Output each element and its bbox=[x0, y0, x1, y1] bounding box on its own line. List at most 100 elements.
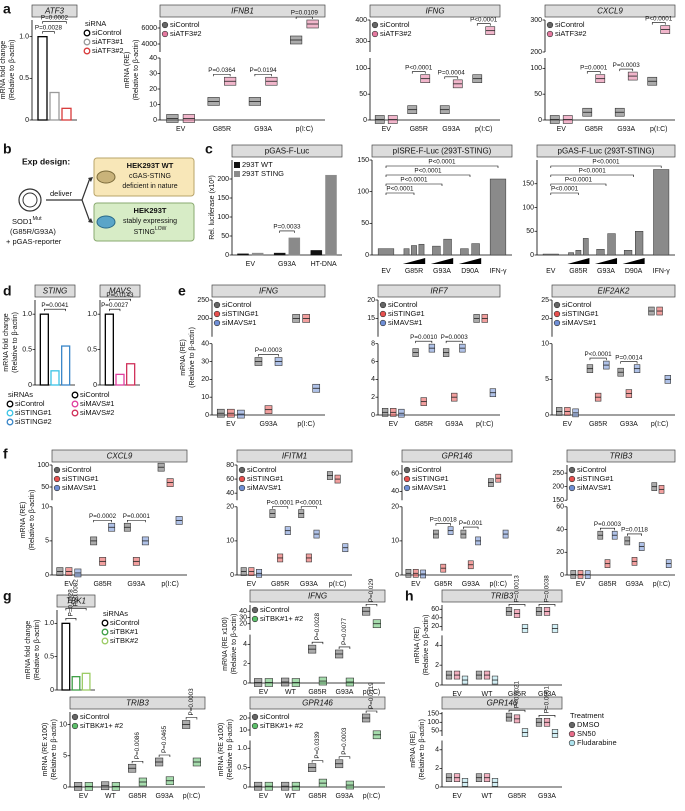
x-tick-label: EV bbox=[247, 581, 257, 588]
legend-marker bbox=[83, 47, 91, 55]
y-tick-label: 40 bbox=[239, 608, 247, 615]
arrow-label: deliver bbox=[50, 189, 73, 198]
chart-title: TBK1 bbox=[66, 597, 86, 606]
y-axis-label: (Relative to β-actin) bbox=[227, 719, 234, 780]
y-tick-label: 150 bbox=[427, 711, 439, 718]
x-tick-label: G93A bbox=[156, 793, 174, 800]
x-tick-label: WT bbox=[482, 691, 494, 698]
cell-text: stably expressing bbox=[123, 218, 177, 225]
x-tick-label: EV bbox=[546, 268, 556, 275]
p-value: P=0.0118 bbox=[621, 527, 648, 534]
y-tick-label: 30 bbox=[239, 614, 247, 621]
y-tick-label: 20 bbox=[201, 376, 209, 383]
panel-letter: e bbox=[178, 283, 186, 299]
y-tick-label: 5 bbox=[45, 538, 49, 545]
legend-label: siMAVS#1 bbox=[80, 399, 114, 408]
y-tick-label: 0.5 bbox=[22, 346, 32, 353]
x-tick-label: EV bbox=[381, 268, 391, 275]
plasmid-icon bbox=[22, 192, 38, 208]
chart-title: IFNG bbox=[425, 7, 444, 16]
chart-title: pGAS-F-Luc (293T-STING) bbox=[558, 147, 655, 156]
bar bbox=[542, 253, 559, 256]
legend-marker bbox=[101, 637, 109, 645]
legend-label: siControl bbox=[562, 300, 592, 309]
y-tick-label: 20 bbox=[556, 549, 564, 556]
bar bbox=[607, 233, 616, 256]
y-axis-label: (Relative to β-actin) bbox=[34, 620, 41, 681]
significance-bracket bbox=[338, 646, 351, 649]
y-tick-label: 60 bbox=[431, 606, 439, 613]
y-tick-label: 20 bbox=[391, 504, 399, 511]
cell-sup: LOW bbox=[155, 226, 167, 232]
y-tick-label: 0 bbox=[560, 572, 564, 579]
legend-marker bbox=[251, 713, 259, 721]
legend-label: siControl bbox=[80, 390, 110, 399]
x-tick-label: EV bbox=[64, 581, 74, 588]
legend-marker bbox=[238, 484, 246, 492]
legend-marker bbox=[553, 310, 561, 318]
significance-bracket bbox=[619, 68, 634, 72]
p-value: P=0.0003 bbox=[255, 347, 283, 354]
legend-marker bbox=[213, 310, 221, 318]
y-tick-label: 10 bbox=[541, 341, 549, 348]
dose-triangle bbox=[622, 258, 645, 264]
chart-title: IFNG bbox=[308, 592, 327, 601]
legend-label: siControl bbox=[380, 20, 410, 29]
significance-bracket bbox=[550, 183, 607, 186]
chart-title: ATF3 bbox=[44, 7, 65, 16]
chart-title: STING bbox=[43, 287, 67, 296]
y-tick-label: 0 bbox=[153, 117, 157, 124]
arrow bbox=[81, 177, 91, 223]
legend-label: Fludarabine bbox=[577, 738, 617, 747]
p-value: P=0.0003 bbox=[594, 521, 622, 528]
legend-swatch bbox=[234, 162, 240, 168]
x-tick-label: G93A bbox=[462, 581, 480, 588]
significance-bracket bbox=[158, 754, 171, 757]
significance-bracket bbox=[365, 603, 378, 607]
legend-marker bbox=[53, 475, 61, 483]
legend-marker bbox=[553, 319, 561, 327]
significance-bracket bbox=[385, 183, 443, 186]
y-axis-label: (Relative to β-actin) bbox=[51, 719, 58, 780]
x-tick-label: G85R bbox=[405, 268, 423, 275]
y-tick-label: 0 bbox=[530, 252, 534, 259]
y-tick-label: 10 bbox=[59, 721, 67, 728]
y-tick-label: 10 bbox=[149, 101, 157, 108]
legend-marker bbox=[71, 722, 79, 730]
significance-bracket bbox=[311, 760, 324, 763]
y-axis-label: mRNA fold change bbox=[3, 313, 10, 371]
chart-title: IFNB1 bbox=[231, 7, 254, 16]
title-box bbox=[249, 589, 386, 603]
legend-marker bbox=[6, 418, 14, 426]
legend-marker bbox=[6, 400, 14, 408]
title-box bbox=[544, 4, 676, 18]
x-tick-label: G85R bbox=[508, 691, 526, 698]
y-tick-label: 200 bbox=[197, 315, 209, 322]
legend-label: siControl bbox=[170, 20, 200, 29]
p-value: P=0.0003 bbox=[188, 688, 195, 716]
legend-label: siSTING#2 bbox=[15, 417, 52, 426]
x-tick-label: G85R bbox=[410, 126, 428, 133]
p-value: P=0.0033 bbox=[273, 224, 301, 231]
legend-label: 293T STING bbox=[242, 169, 284, 178]
chart-title: GPR146 bbox=[302, 699, 333, 708]
significance-bracket bbox=[538, 604, 556, 607]
p-value: P<0.0001 bbox=[267, 499, 295, 506]
legend-marker bbox=[238, 475, 246, 483]
cell-box bbox=[93, 157, 195, 197]
p-value: P=0.0018 bbox=[430, 516, 458, 523]
title-box bbox=[231, 144, 343, 158]
x-tick-label: EV bbox=[389, 421, 399, 428]
x-tick-label: G85R bbox=[415, 421, 433, 428]
significance-bracket bbox=[476, 23, 491, 26]
p-value: P=0.0109 bbox=[291, 10, 319, 17]
cell-icon bbox=[96, 170, 116, 184]
legend-swatch bbox=[234, 171, 240, 177]
significance-bracket bbox=[415, 340, 433, 344]
legend-marker bbox=[251, 606, 259, 614]
x-tick-label: G85R bbox=[271, 581, 289, 588]
significance-bracket bbox=[385, 192, 415, 195]
y-tick-label: 0.5 bbox=[44, 654, 54, 661]
y-tick-label: 0 bbox=[50, 687, 54, 694]
x-tick-label: G93A bbox=[336, 689, 354, 696]
